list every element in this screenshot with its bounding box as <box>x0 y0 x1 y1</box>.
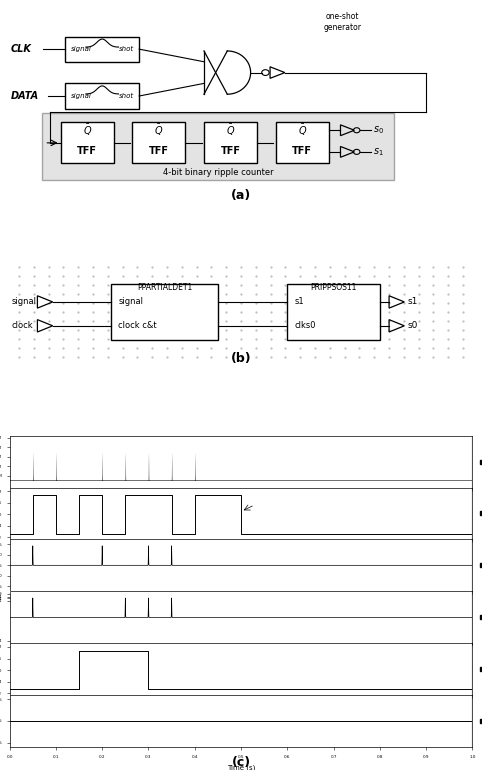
Text: s1: s1 <box>408 297 418 306</box>
Text: s0: s0 <box>408 321 418 330</box>
FancyBboxPatch shape <box>111 283 218 340</box>
Text: TFF: TFF <box>77 146 97 156</box>
Text: signal: signal <box>71 46 92 52</box>
FancyBboxPatch shape <box>287 283 380 340</box>
Text: signal: signal <box>12 297 37 306</box>
Text: clks0: clks0 <box>294 321 316 330</box>
Text: DATA: DATA <box>11 91 39 101</box>
Text: one-shot: one-shot <box>326 12 360 22</box>
FancyBboxPatch shape <box>65 83 139 109</box>
FancyBboxPatch shape <box>276 122 329 163</box>
FancyBboxPatch shape <box>65 36 139 62</box>
Text: TFF: TFF <box>221 146 241 156</box>
Text: $\bar{Q}$: $\bar{Q}$ <box>154 122 163 138</box>
Text: CLK: CLK <box>11 44 31 54</box>
Text: $s_1$: $s_1$ <box>373 146 384 158</box>
Text: TFF: TFF <box>292 146 312 156</box>
Text: generator: generator <box>324 23 362 32</box>
Text: clock c&t: clock c&t <box>119 321 157 330</box>
Text: 4-bit binary ripple counter: 4-bit binary ripple counter <box>162 168 273 176</box>
X-axis label: Time (s): Time (s) <box>227 764 255 770</box>
Text: clock: clock <box>12 321 34 330</box>
FancyBboxPatch shape <box>204 122 257 163</box>
Text: signal: signal <box>119 297 143 306</box>
Text: PRIPPSOS11: PRIPPSOS11 <box>310 283 357 293</box>
FancyBboxPatch shape <box>42 113 394 179</box>
Text: $s_0$: $s_0$ <box>373 124 384 136</box>
Text: shot: shot <box>119 93 134 99</box>
Text: PPARTIALDET1: PPARTIALDET1 <box>137 283 192 293</box>
Text: $\bar{Q}$: $\bar{Q}$ <box>226 122 235 138</box>
Text: (a): (a) <box>231 189 251 202</box>
Text: $\bar{Q}$: $\bar{Q}$ <box>82 122 92 138</box>
Text: shot: shot <box>119 46 134 52</box>
FancyBboxPatch shape <box>61 122 114 163</box>
FancyBboxPatch shape <box>132 122 186 163</box>
Text: (c): (c) <box>231 756 251 769</box>
Text: s1: s1 <box>294 297 304 306</box>
Text: $\bar{Q}$: $\bar{Q}$ <box>298 122 307 138</box>
Text: TFF: TFF <box>149 146 169 156</box>
Text: signal: signal <box>71 93 92 99</box>
Text: (b): (b) <box>231 352 251 365</box>
